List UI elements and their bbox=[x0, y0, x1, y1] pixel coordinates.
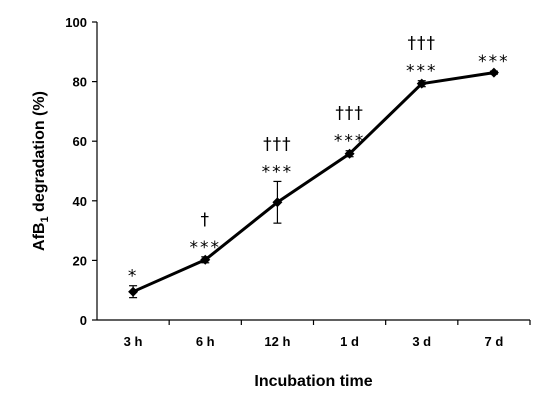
y-tick-label: 0 bbox=[80, 313, 87, 328]
significance-daggers: ††† bbox=[408, 34, 437, 54]
significance-daggers: ††† bbox=[263, 134, 292, 154]
data-point bbox=[416, 78, 427, 89]
significance-stars: * bbox=[128, 267, 139, 287]
data-point bbox=[344, 148, 355, 159]
x-ticks: 3 h 6 h 12 h 1 d 3 d 7 d bbox=[124, 320, 531, 349]
y-tick-label: 20 bbox=[73, 253, 87, 268]
significance-daggers: † bbox=[201, 210, 211, 230]
significance-daggers: ††† bbox=[335, 104, 364, 124]
data-point bbox=[272, 197, 283, 208]
x-tick-label: 3 d bbox=[412, 334, 431, 349]
y-ticks: 0 20 40 60 80 100 bbox=[65, 15, 97, 328]
data-point bbox=[488, 67, 499, 78]
x-tick-label: 3 h bbox=[124, 334, 143, 349]
y-axis-title-suffix: degradation (%) bbox=[31, 91, 48, 216]
significance-stars: *** bbox=[406, 62, 438, 82]
x-tick-label: 6 h bbox=[196, 334, 215, 349]
significance-stars: *** bbox=[478, 52, 510, 72]
significance-stars: *** bbox=[262, 162, 294, 182]
data-markers bbox=[128, 67, 499, 297]
y-tick-label: 80 bbox=[73, 75, 87, 90]
x-tick-label: 7 d bbox=[485, 334, 504, 349]
axes bbox=[96, 22, 530, 321]
y-tick-label: 100 bbox=[65, 15, 87, 30]
y-tick-label: 60 bbox=[73, 134, 87, 149]
x-tick-label: 12 h bbox=[264, 334, 290, 349]
significance-stars: *** bbox=[334, 132, 366, 152]
y-axis-title-subscript: 1 bbox=[39, 216, 51, 222]
error-bars bbox=[129, 70, 498, 299]
x-axis-title: Incubation time bbox=[254, 373, 372, 390]
significance-annotations: ****†***††† ***†††***†††*** bbox=[128, 34, 510, 287]
series-line bbox=[132, 71, 495, 294]
x-tick-label: 1 d bbox=[340, 334, 359, 349]
data-point bbox=[200, 254, 211, 265]
y-axis-title-prefix: AfB bbox=[31, 223, 48, 251]
y-axis-title: AfB1 degradation (%) bbox=[31, 91, 51, 251]
y-tick-label: 40 bbox=[73, 194, 87, 209]
data-point bbox=[128, 286, 139, 297]
significance-stars: *** bbox=[190, 238, 222, 258]
